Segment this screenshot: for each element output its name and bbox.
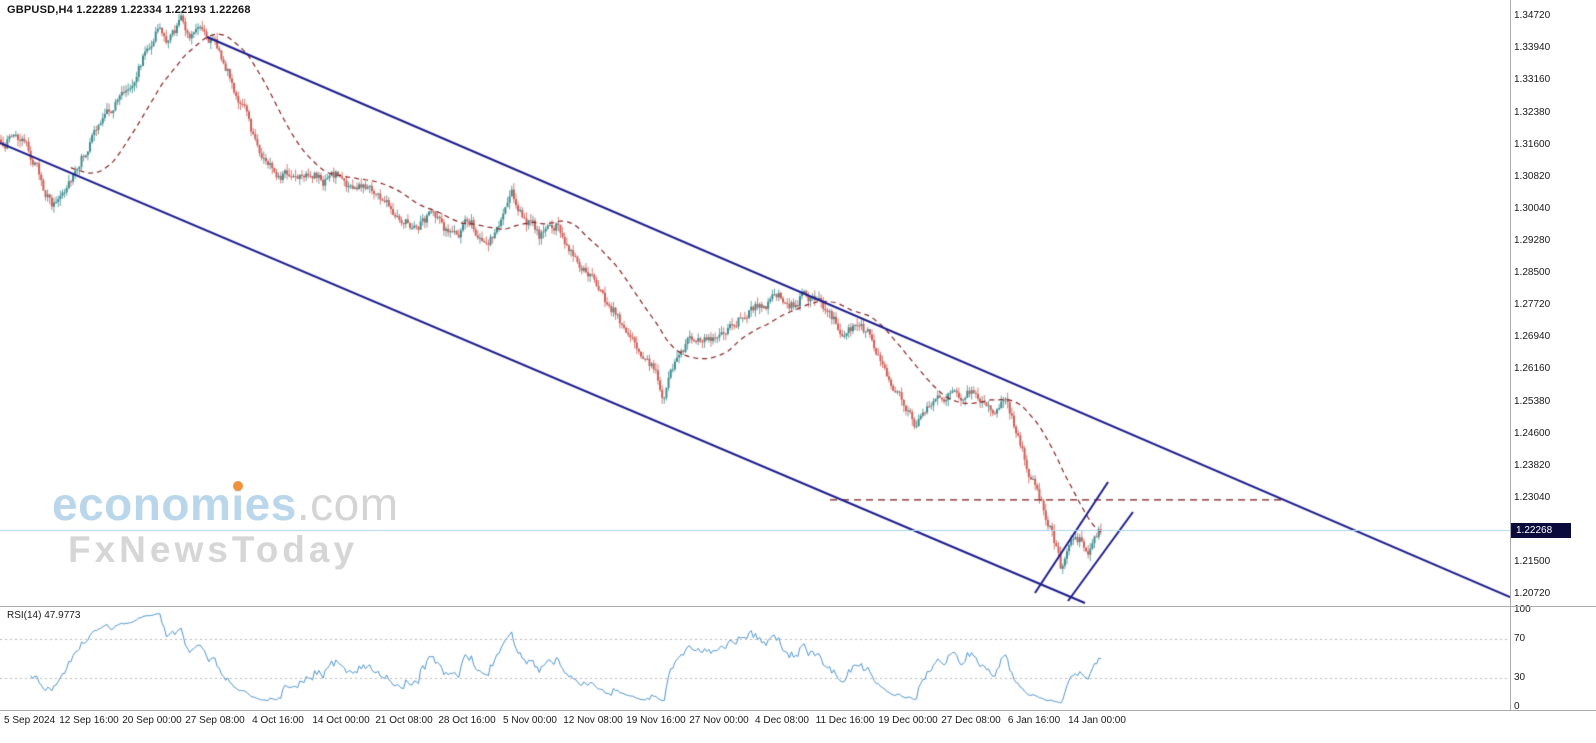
time-tick-label: 28 Oct 16:00 — [438, 715, 496, 726]
rsi-level-label: 0 — [1514, 701, 1520, 712]
time-tick-label: 12 Sep 16:00 — [59, 715, 119, 726]
rsi-level-label: 30 — [1514, 671, 1526, 683]
price-tick-label: 1.27720 — [1514, 299, 1551, 310]
time-tick-label: 19 Dec 00:00 — [878, 715, 938, 726]
rsi-level-label: 100 — [1514, 604, 1531, 615]
price-tick-label: 1.26160 — [1514, 363, 1551, 375]
time-tick-label: 19 Nov 16:00 — [626, 715, 686, 726]
rsi-indicator-canvas[interactable] — [0, 607, 1510, 710]
price-tick-label: 1.23820 — [1514, 460, 1551, 471]
time-tick-label: 11 Dec 16:00 — [815, 715, 875, 726]
price-tick-label: 1.33940 — [1514, 42, 1551, 54]
time-tick-label: 12 Nov 08:00 — [563, 715, 623, 726]
pane-divider[interactable] — [0, 606, 1596, 607]
time-tick-label: 14 Jan 00:00 — [1068, 715, 1126, 726]
time-tick-label: 20 Sep 00:00 — [122, 715, 182, 726]
price-chart-canvas[interactable] — [0, 0, 1510, 606]
time-tick-label: 27 Nov 00:00 — [689, 715, 749, 726]
price-tick-label: 1.26940 — [1514, 331, 1551, 343]
price-tick-label: 1.20720 — [1514, 588, 1551, 599]
price-tick-label: 1.29280 — [1514, 234, 1551, 246]
price-tick-label: 1.33160 — [1514, 74, 1551, 86]
time-tick-label: 27 Sep 08:00 — [185, 715, 245, 726]
time-tick-label: 27 Dec 08:00 — [941, 715, 1001, 726]
axis-divider — [0, 710, 1596, 711]
price-tick-label: 1.34720 — [1514, 10, 1551, 21]
time-tick-label: 4 Oct 16:00 — [252, 715, 304, 726]
current-price-tag: 1.22268 — [1511, 522, 1571, 538]
time-tick-label: 21 Oct 08:00 — [375, 715, 433, 726]
time-axis[interactable]: 5 Sep 2024 12 Sep 16:00 20 Sep 00:00 27 Sep… — [0, 712, 1510, 742]
price-tick-label: 1.24600 — [1514, 427, 1551, 439]
price-tick-label: 1.32380 — [1514, 106, 1551, 118]
price-axis-separator — [1510, 0, 1511, 710]
price-tick-label: 1.28500 — [1514, 266, 1551, 278]
time-tick-label: 5 Nov 00:00 — [503, 715, 557, 726]
price-tick-label: 1.30040 — [1514, 203, 1551, 215]
time-tick-label: 5 Sep 2024 — [4, 715, 56, 726]
symbol-ohlc-label: GBPUSD,H4 1.22289 1.22334 1.22193 1.2226… — [7, 4, 251, 16]
price-tick-label: 1.23040 — [1514, 492, 1551, 504]
price-tick-label: 1.25380 — [1514, 395, 1551, 407]
time-tick-label: 14 Oct 00:00 — [312, 715, 370, 726]
price-tick-label: 1.30820 — [1514, 171, 1551, 182]
time-tick-label: 6 Jan 16:00 — [1007, 715, 1061, 726]
price-tick-label: 1.21500 — [1514, 555, 1551, 567]
rsi-axis[interactable]: 100 70 30 0 — [1514, 0, 1594, 712]
price-tick-label: 1.31600 — [1514, 138, 1551, 150]
rsi-level-label: 70 — [1514, 633, 1526, 645]
time-tick-label: 4 Dec 08:00 — [755, 715, 809, 726]
rsi-indicator-label: RSI(14) 47.9773 — [7, 610, 81, 621]
price-axis[interactable]: 1.34720 1.33940 1.33160 1.32380 1.31600 1.308… — [1514, 0, 1594, 710]
